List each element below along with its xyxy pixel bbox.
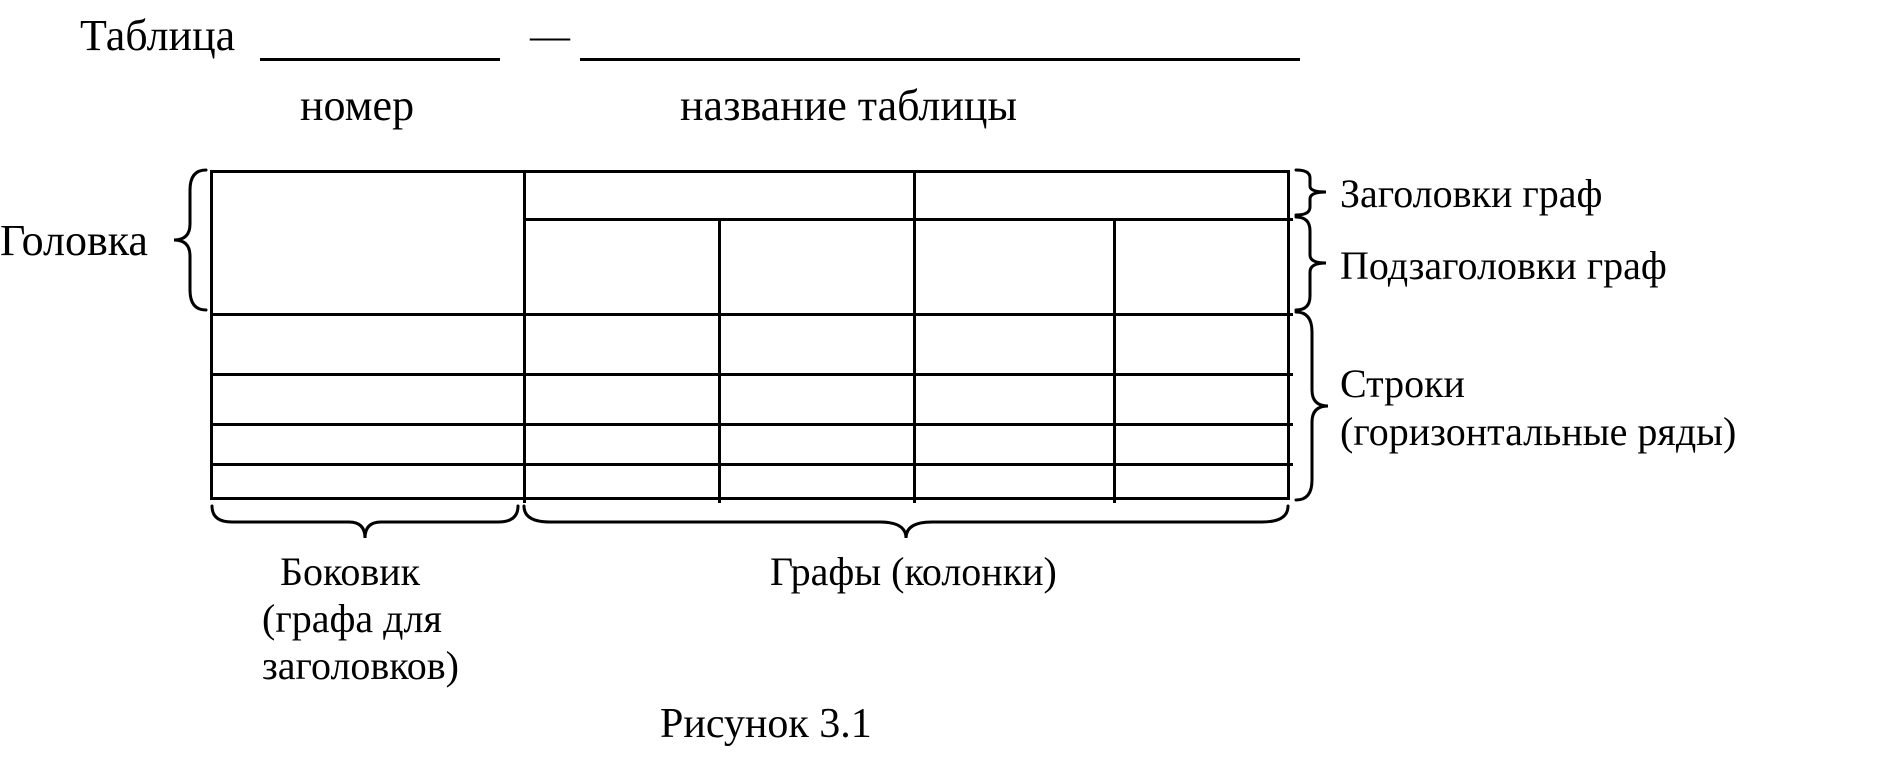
diagram-page: Таблица — номер название таблицы Головка… [0,0,1888,764]
label-rows-l2: (горизонтальные ряды) [1340,408,1736,455]
vline-col1 [718,218,721,503]
figure-caption: Рисунок 3.1 [660,700,872,748]
label-col-head: Заголовки граф [1340,170,1602,217]
hline-head-bottom [213,313,1293,316]
title-dash: — [530,12,570,59]
label-cols: Графы (колонки) [770,548,1057,595]
hline-row3 [213,463,1293,466]
vline-head-mid [913,173,916,218]
label-rows-l1: Строки [1340,360,1465,407]
sublabel-number: номер [300,80,414,131]
table-structure [210,170,1290,500]
brace-bottom-side [208,504,522,542]
brace-right-head [1294,168,1330,217]
vline-side [523,173,526,503]
vline-col2 [913,218,916,503]
label-side-l1: Боковик [280,548,420,595]
label-side-l3: заголовков) [262,642,459,689]
label-col-subhead: Подзаголовки граф [1340,242,1667,289]
label-head-left: Головка [0,215,148,266]
hline-row1 [213,373,1293,376]
brace-right-subhead [1294,215,1330,312]
brace-bottom-cols [520,504,1292,542]
underline-name [580,58,1300,61]
hline-head-split [523,218,1293,221]
brace-right-rows [1294,310,1332,502]
sublabel-name: название таблицы [680,80,1017,131]
underline-number [260,58,500,61]
label-side-l2: (графа для [262,595,442,642]
hline-row2 [213,423,1293,426]
vline-col3 [1113,218,1116,503]
brace-left-head [170,168,210,312]
title-word: Таблица [80,10,235,61]
